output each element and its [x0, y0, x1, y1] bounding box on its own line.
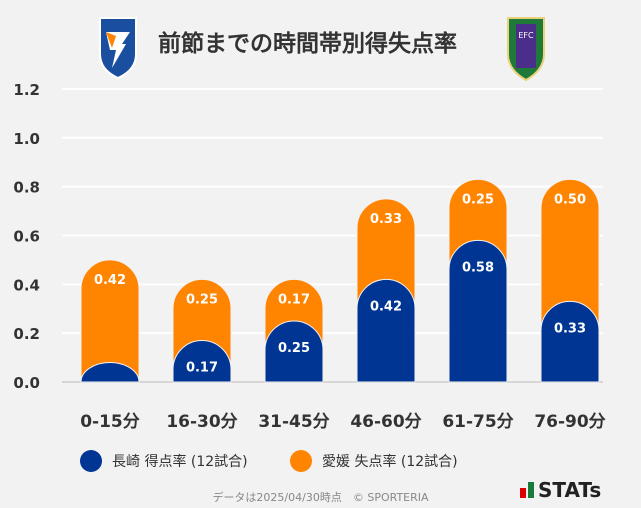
- away-logo: EFC: [507, 17, 545, 82]
- legend-item-away: 愛媛 失点率 (12試合): [290, 450, 458, 472]
- y-tick-label: 0.6: [13, 227, 40, 245]
- data-label: 0.25: [186, 292, 218, 307]
- legend-label: 長崎 得点率 (12試合): [112, 454, 248, 470]
- bar-home-2: [264, 320, 324, 383]
- x-tick-label: 0-15分: [80, 412, 140, 432]
- x-tick-label: 46-60分: [350, 412, 421, 432]
- x-tick-label: 16-30分: [166, 412, 237, 432]
- y-tick-label: 0.0: [13, 374, 40, 392]
- bar-away-0: [80, 259, 140, 383]
- chart-title: 前節までの時間帯別得失点率: [158, 31, 457, 57]
- x-tick-label: 31-45分: [258, 412, 329, 432]
- data-label: 0.33: [370, 212, 402, 227]
- legend-label: 愛媛 失点率 (12試合): [322, 454, 458, 470]
- data-label: 0.42: [94, 273, 126, 288]
- data-label: 0.58: [462, 260, 494, 275]
- bar-home-5: [540, 300, 600, 383]
- data-label: 0.42: [370, 299, 402, 314]
- footer-note: データは2025/04/30時点 © SPORTERIA: [212, 491, 429, 504]
- data-label: 0.25: [462, 192, 494, 207]
- legend-item-home: 長崎 得点率 (12試合): [80, 450, 248, 472]
- data-label: 0.17: [278, 292, 310, 307]
- y-tick-label: 0.8: [13, 179, 40, 197]
- bar-home-4: [448, 239, 508, 383]
- x-tick-label: 76-90分: [534, 412, 605, 432]
- svg-text:EFC: EFC: [518, 31, 534, 40]
- bar-home-3: [356, 279, 416, 383]
- y-tick-label: 0.2: [13, 325, 40, 343]
- bar-home-1: [172, 340, 232, 383]
- x-tick-label: 61-75分: [442, 412, 513, 432]
- chart: 0.0 0.2 0.4 0.6 0.8 1.0 1.2 0.42 0-15分 0.25 0.17 16…: [13, 81, 605, 432]
- brand-logo: STATs: [520, 478, 601, 502]
- data-label: 0.17: [186, 360, 218, 375]
- legend-swatch: [290, 450, 312, 472]
- data-label: 0.25: [278, 341, 310, 356]
- y-tick-label: 0.4: [13, 276, 40, 294]
- y-tick-label: 1.0: [13, 130, 40, 148]
- data-label: 0.50: [554, 192, 586, 207]
- bar-home-0: [80, 362, 140, 383]
- y-tick-label: 1.2: [13, 81, 40, 99]
- data-label: 0.33: [554, 321, 586, 336]
- home-logo: [99, 17, 137, 80]
- legend-swatch: [80, 450, 102, 472]
